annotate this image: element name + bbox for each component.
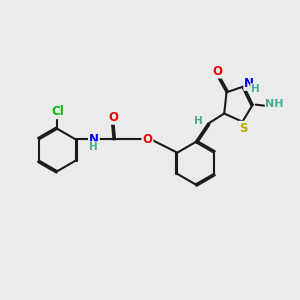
Text: H: H	[194, 116, 203, 126]
Text: S: S	[239, 122, 247, 135]
Text: O: O	[142, 133, 152, 146]
Text: NH: NH	[265, 99, 284, 109]
Text: H: H	[89, 142, 98, 152]
Text: O: O	[213, 64, 223, 78]
Text: N: N	[244, 77, 254, 90]
Text: N: N	[89, 133, 99, 146]
Text: H: H	[251, 84, 260, 94]
Text: Cl: Cl	[51, 105, 64, 118]
Text: O: O	[109, 111, 118, 124]
